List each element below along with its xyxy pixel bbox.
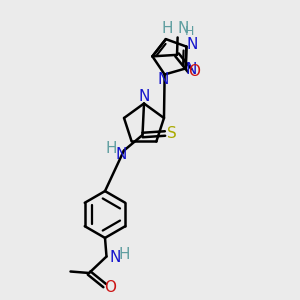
Text: H: H	[185, 25, 194, 38]
Text: H: H	[119, 247, 130, 262]
Text: H: H	[106, 141, 117, 156]
Text: N: N	[158, 72, 169, 87]
Text: H: H	[161, 21, 173, 36]
Text: N: N	[177, 21, 188, 36]
Text: O: O	[188, 64, 200, 80]
Text: S: S	[167, 126, 176, 141]
Text: N: N	[186, 37, 197, 52]
Text: N: N	[109, 250, 121, 266]
Text: N: N	[138, 89, 150, 104]
Text: N: N	[185, 62, 197, 77]
Text: O: O	[104, 280, 116, 295]
Text: N: N	[116, 147, 127, 162]
